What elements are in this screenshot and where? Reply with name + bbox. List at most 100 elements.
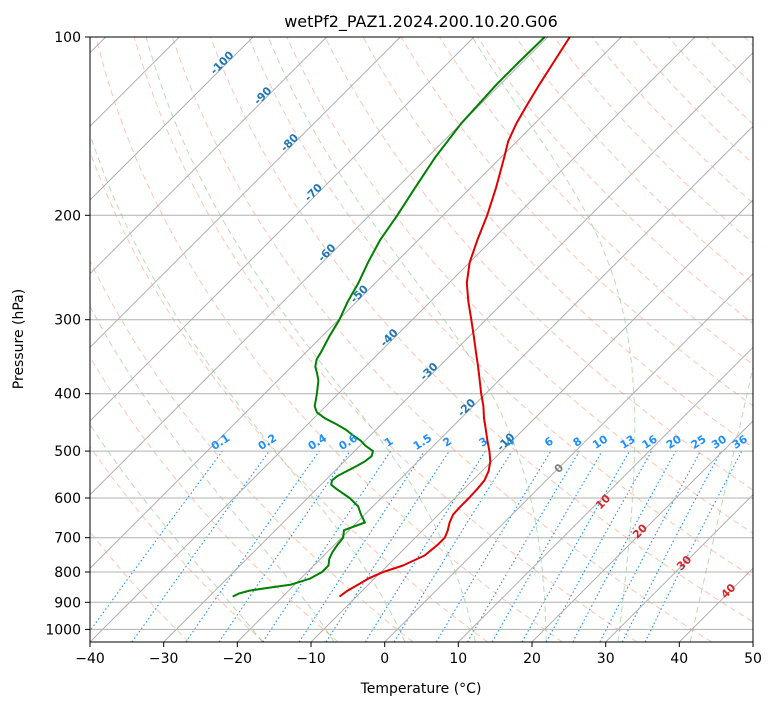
moist-adiabat-line: [763, 24, 775, 642]
isotherm-line: [310, 199, 753, 642]
isotherm-line: [457, 346, 753, 642]
mixing-ratio-label: 25: [689, 433, 709, 452]
moist-adiabat-line: [267, 37, 547, 642]
y-tick-label: 500: [54, 444, 81, 460]
isotherm-line: [678, 567, 753, 642]
x-tick-label: −10: [296, 651, 326, 667]
x-tick-label: 40: [670, 651, 688, 667]
plot-frame: [89, 36, 754, 643]
y-tick-label: 900: [54, 595, 81, 611]
isotherm-line: [90, 37, 622, 570]
mixing-ratio-label: 36: [730, 432, 750, 451]
mixing-ratio-label: 8: [571, 435, 585, 450]
moist-adiabat-label: 20: [630, 521, 650, 541]
mixing-ratio-line: [545, 450, 653, 642]
dry-adiabat-line: [477, 37, 753, 325]
mixing-ratio-label: 16: [640, 432, 660, 451]
isotherm-line: [605, 493, 753, 642]
dry-adiabat-line: [90, 259, 414, 642]
mixing-ratio-line: [298, 450, 425, 642]
dry-adiabat-line: [515, 37, 753, 284]
moist-adiabat-line: [90, 132, 406, 642]
x-tick-label: −40: [75, 651, 105, 667]
isotherm-line: [90, 37, 254, 201]
dry-adiabat-line: [90, 356, 339, 642]
isotherm-line: [90, 37, 401, 349]
dry-adiabat-line: [90, 531, 190, 642]
isotherm-label: -80: [278, 131, 301, 154]
isotherm-label: -40: [378, 326, 401, 349]
x-tick-label: 30: [597, 651, 615, 667]
mixing-ratio-line: [435, 450, 552, 642]
moist-adiabat-line: [90, 305, 335, 642]
dry-adiabat-line: [591, 37, 753, 204]
mixing-ratio-line: [185, 450, 320, 642]
moist-adiabat-line: [90, 423, 263, 642]
isotherm-label: -30: [417, 360, 440, 383]
y-tick-label: 400: [54, 387, 81, 403]
x-tick-label: 50: [744, 651, 762, 667]
isotherm-line: [236, 125, 753, 642]
dry-adiabat-line: [706, 37, 753, 86]
dry-adiabat-line: [286, 37, 753, 534]
x-tick-label: 0: [380, 651, 389, 667]
mixing-ratio-label: 0.2: [256, 431, 279, 453]
x-tick-label: 10: [449, 651, 467, 667]
mixing-ratio-line: [218, 450, 351, 642]
moist-adiabat-line: [145, 37, 476, 642]
isotherm-line: [163, 51, 753, 642]
moist-adiabat-label: 40: [718, 581, 738, 601]
isotherm-label: -60: [315, 241, 338, 264]
mixing-ratio-label: 1: [382, 435, 396, 450]
mixing-ratio-label: 0.4: [306, 431, 330, 453]
dry-adiabat-line: [248, 37, 753, 578]
isotherm-line: [752, 641, 753, 642]
mixing-ratio-label: 10: [590, 432, 610, 451]
y-tick-label: 300: [54, 313, 81, 329]
mixing-ratio-line: [521, 450, 630, 642]
dry-adiabat-line: [90, 445, 264, 642]
mixing-ratio-line: [393, 450, 513, 642]
mixing-ratio-line: [364, 450, 486, 642]
mixing-ratio-label: 6: [542, 434, 556, 449]
mixing-ratio-line: [644, 450, 743, 642]
y-tick-label: 200: [54, 208, 81, 224]
y-tick-label: 100: [54, 30, 81, 46]
mixing-ratio-line: [90, 450, 223, 632]
mixing-ratio-label: 20: [664, 432, 684, 451]
y-tick-label: 700: [54, 531, 81, 547]
dry-adiabat-line: [744, 37, 753, 47]
y-tick-label: 600: [54, 491, 81, 507]
mixing-ratio-line: [262, 450, 392, 642]
mixing-ratio-label: 1.5: [411, 431, 434, 453]
y-axis-label: Pressure (hPa): [11, 289, 27, 389]
isotherm-line: [90, 37, 475, 422]
chart-title: wetPf2_PAZ1.2024.200.10.20.G06: [284, 12, 558, 32]
dry-adiabat-line: [210, 37, 753, 623]
dry-adiabat-line: [133, 37, 638, 642]
mixing-ratio-line: [572, 450, 677, 642]
moist-adiabat-line: [471, 37, 636, 642]
mixing-ratio-label: 30: [709, 432, 729, 451]
temperature-profile-line: [338, 37, 571, 598]
x-tick-label: 20: [523, 651, 541, 667]
moist-adiabat-line: [689, 364, 753, 642]
isotherm-line: [384, 272, 753, 642]
isotherm-label: -20: [455, 396, 478, 419]
mixing-ratio-line: [325, 450, 450, 642]
isotherm-line: [90, 37, 549, 496]
dry-adiabat-line: [324, 37, 753, 491]
x-tick-label: −20: [223, 651, 253, 667]
mixing-ratio-line: [131, 450, 270, 642]
dewpoint-profile-line: [232, 37, 546, 598]
mixing-ratio-label: 0.1: [209, 431, 232, 453]
isotherm-line: [90, 37, 696, 642]
dry-adiabat-line: [668, 37, 753, 125]
y-tick-label: 800: [54, 565, 81, 581]
isotherm-line: [531, 420, 753, 642]
isotherm-label: -100: [208, 48, 237, 77]
dry-adiabat-line: [90, 150, 488, 642]
y-tick-label: 1000: [45, 622, 81, 638]
dry-adiabat-line: [171, 37, 712, 642]
